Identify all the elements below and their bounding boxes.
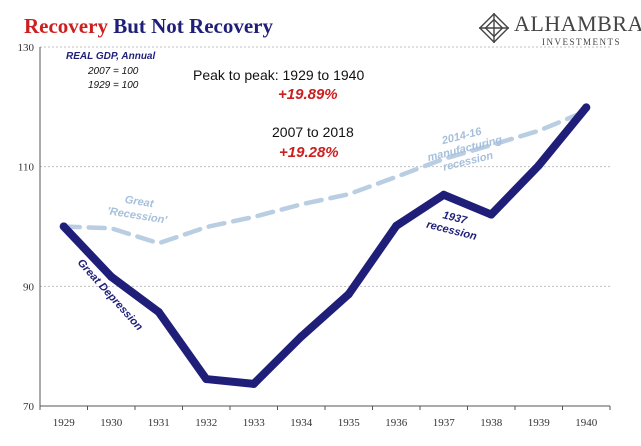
y-tick-label: 70 [23,401,35,413]
base-note-1929: 1929 = 100 [88,80,138,91]
y-tick-label: 90 [23,281,35,293]
x-tick-label: 1939 [528,417,551,429]
series-1929-1940-point [535,161,543,169]
series-1929-1940-point [487,211,495,219]
recent-value: +19.28% [279,144,339,161]
title-part-blue: But Not Recovery [113,14,273,38]
series-1929-1940-point [440,191,448,199]
x-tick-label: 1934 [290,417,313,429]
x-tick-label: 1932 [195,417,217,429]
chart-title: Recovery But Not Recovery [24,14,273,39]
x-tick-label: 1938 [480,417,503,429]
x-tick-label: 1933 [243,417,266,429]
y-tick-label: 130 [18,42,35,54]
peak-label: Peak to peak: 1929 to 1940 [193,67,364,83]
series-1929-1940-point [582,103,590,111]
series-note: REAL GDP, Annual [66,51,155,62]
recent-label: 2007 to 2018 [272,124,354,140]
diamond-logo-icon [476,10,512,46]
x-tick-label: 1936 [385,417,408,429]
x-tick-label: 1929 [53,417,76,429]
x-tick-label: 1935 [338,417,361,429]
title-part-red: Recovery [24,14,108,38]
y-tick-label: 110 [18,162,35,174]
logo-wordmark: ALHAMBRA [514,11,641,37]
series-1929-1940-point [345,290,353,298]
x-tick-label: 1931 [148,417,170,429]
logo-subtitle: INVESTMENTS [542,37,621,47]
base-note-2007: 2007 = 100 [88,66,138,77]
series-1929-1940-point [297,333,305,341]
series-1929-1940-point [107,273,115,281]
series-1929-1940-point [202,375,210,383]
x-tick-label: 1940 [575,417,598,429]
x-tick-label: 1937 [433,417,456,429]
series-1929-1940-point [392,222,400,230]
series-1929-1940-point [250,380,258,388]
peak-value: +19.89% [278,86,338,103]
series-1929-1940-point [60,223,68,231]
alhambra-logo: ALHAMBRA INVESTMENTS [470,8,640,50]
series-1929-1940-point [155,308,163,316]
x-tick-label: 1930 [100,417,123,429]
